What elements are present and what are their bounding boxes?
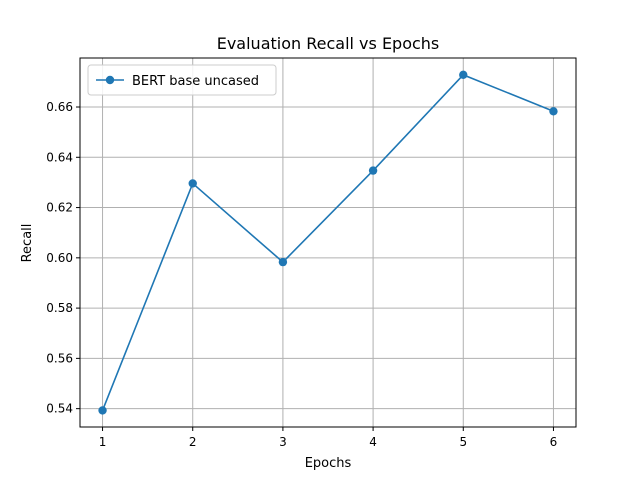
legend-box [87, 64, 277, 96]
legend-entry: BERT base uncased [132, 74, 259, 89]
data-point [278, 257, 288, 267]
data-point [549, 107, 558, 116]
y-axis-label: Recall [20, 224, 35, 263]
x-axis-label: Epochs [305, 456, 352, 471]
axes [79, 57, 577, 428]
x-tick-label: 5 [459, 435, 467, 449]
y-tick-label: 0.54 [46, 402, 73, 416]
data-point [98, 406, 107, 415]
grid [80, 58, 576, 427]
x-tick-label: 1 [99, 435, 107, 449]
legend: BERT base uncased [87, 64, 277, 96]
data-point [368, 166, 378, 175]
x-tick-label: 4 [369, 435, 377, 449]
data-point [188, 179, 197, 188]
x-tick-label: 3 [279, 435, 287, 449]
y-tick-label: 0.64 [46, 150, 73, 164]
series-layer [98, 70, 558, 415]
y-tick-label: 0.60 [46, 251, 73, 265]
y-tick-label: 0.58 [46, 301, 73, 315]
series-line [101, 73, 554, 411]
y-tick-label: 0.62 [46, 201, 73, 215]
chart-title: Evaluation Recall vs Epochs [217, 34, 440, 53]
legend-marker [105, 75, 115, 85]
plot-frame [79, 57, 577, 428]
x-tick-label: 6 [550, 435, 558, 449]
ticks: 1 2 3 4 5 6 0.54 0.56 0.58 0.60 0.62 0.64 0.66 [46, 100, 557, 449]
x-tick-label: 2 [189, 435, 197, 449]
y-tick-label: 0.66 [46, 100, 73, 114]
data-point [459, 70, 468, 80]
y-tick-label: 0.56 [46, 351, 73, 365]
